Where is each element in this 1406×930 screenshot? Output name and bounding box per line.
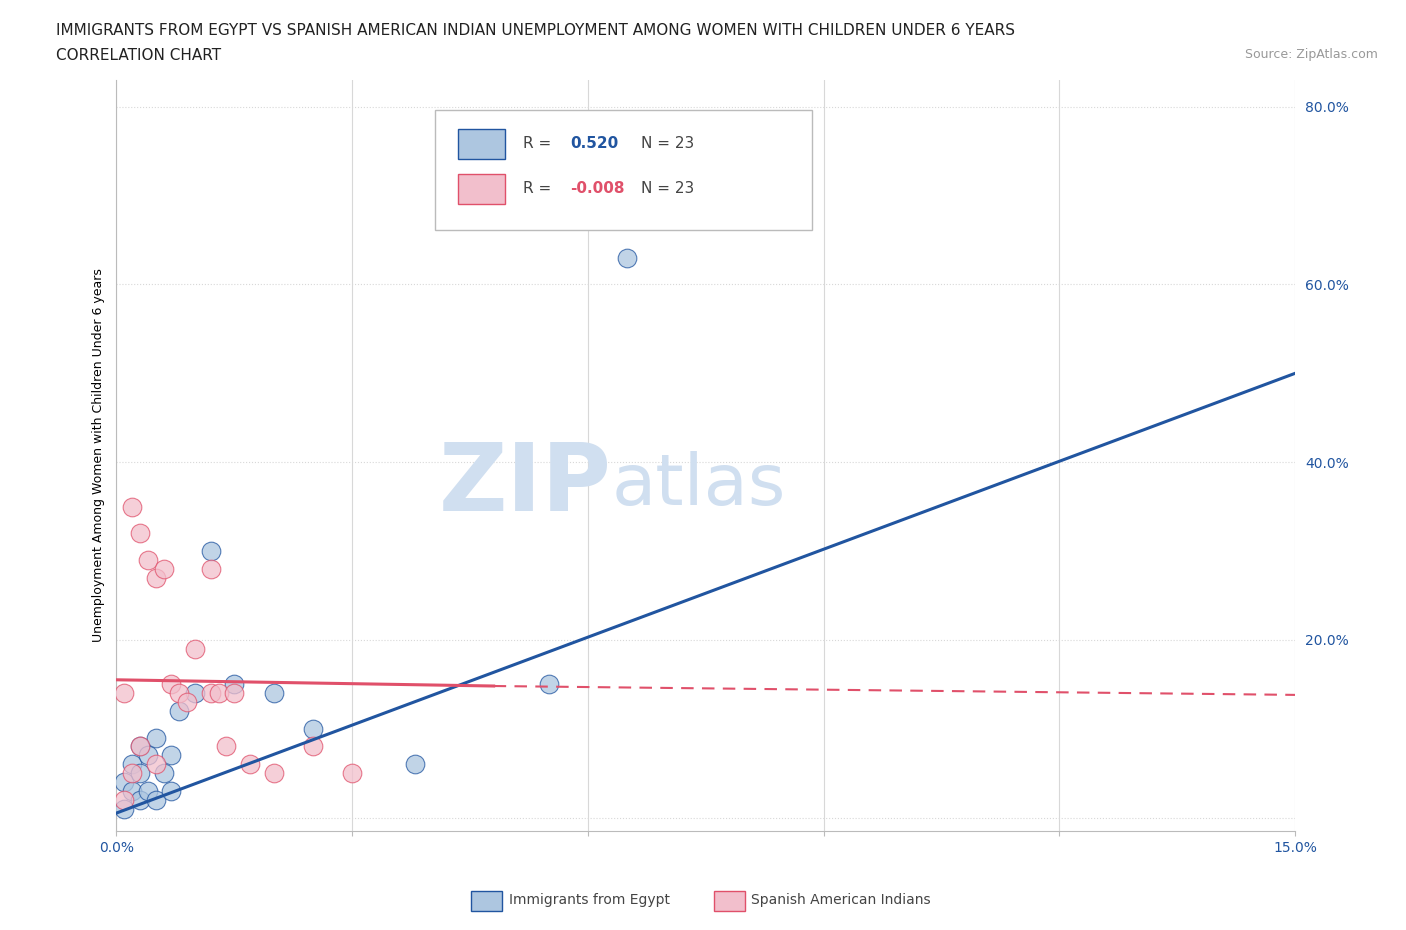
Point — [263, 765, 285, 780]
Point — [340, 765, 363, 780]
Point — [176, 695, 198, 710]
Point — [200, 685, 222, 700]
Point — [145, 792, 167, 807]
Point — [537, 677, 560, 692]
Text: atlas: atlas — [612, 451, 786, 520]
Text: Immigrants from Egypt: Immigrants from Egypt — [509, 893, 671, 908]
Point — [239, 757, 262, 772]
Point — [152, 562, 174, 577]
Point — [136, 552, 159, 567]
Point — [160, 748, 183, 763]
Point — [121, 499, 143, 514]
Point — [184, 642, 207, 657]
Point — [121, 765, 143, 780]
Point — [145, 570, 167, 585]
Point — [129, 739, 152, 754]
Text: -0.008: -0.008 — [571, 181, 624, 196]
Point — [302, 739, 325, 754]
Point — [152, 765, 174, 780]
Point — [129, 525, 152, 540]
Point — [169, 685, 191, 700]
Point — [200, 543, 222, 558]
Point — [404, 757, 426, 772]
Point — [136, 748, 159, 763]
Text: CORRELATION CHART: CORRELATION CHART — [56, 48, 221, 63]
Point — [129, 739, 152, 754]
FancyBboxPatch shape — [434, 110, 811, 231]
Text: R =: R = — [523, 136, 557, 151]
Point — [224, 685, 246, 700]
Point — [129, 765, 152, 780]
FancyBboxPatch shape — [458, 129, 505, 159]
Point — [169, 703, 191, 718]
Point — [215, 739, 238, 754]
Point — [129, 792, 152, 807]
Text: IMMIGRANTS FROM EGYPT VS SPANISH AMERICAN INDIAN UNEMPLOYMENT AMONG WOMEN WITH C: IMMIGRANTS FROM EGYPT VS SPANISH AMERICA… — [56, 23, 1015, 38]
Point — [112, 685, 135, 700]
Text: Source: ZipAtlas.com: Source: ZipAtlas.com — [1244, 48, 1378, 61]
Text: N = 23: N = 23 — [641, 181, 695, 196]
Point — [112, 792, 135, 807]
Text: 0.520: 0.520 — [571, 136, 619, 151]
Point — [302, 722, 325, 737]
Point — [200, 562, 222, 577]
Point — [160, 783, 183, 798]
Text: N = 23: N = 23 — [641, 136, 695, 151]
Point — [112, 775, 135, 790]
Point — [160, 677, 183, 692]
Point — [224, 677, 246, 692]
Point — [121, 783, 143, 798]
Text: ZIP: ZIP — [439, 440, 612, 531]
Text: R =: R = — [523, 181, 557, 196]
Point — [121, 757, 143, 772]
Point — [263, 685, 285, 700]
Y-axis label: Unemployment Among Women with Children Under 6 years: Unemployment Among Women with Children U… — [93, 269, 105, 643]
Point — [145, 730, 167, 745]
Point — [207, 685, 229, 700]
Point — [184, 685, 207, 700]
Point — [145, 757, 167, 772]
Point — [616, 250, 638, 265]
Point — [136, 783, 159, 798]
Text: Spanish American Indians: Spanish American Indians — [751, 893, 931, 908]
FancyBboxPatch shape — [458, 174, 505, 204]
Point — [112, 801, 135, 816]
